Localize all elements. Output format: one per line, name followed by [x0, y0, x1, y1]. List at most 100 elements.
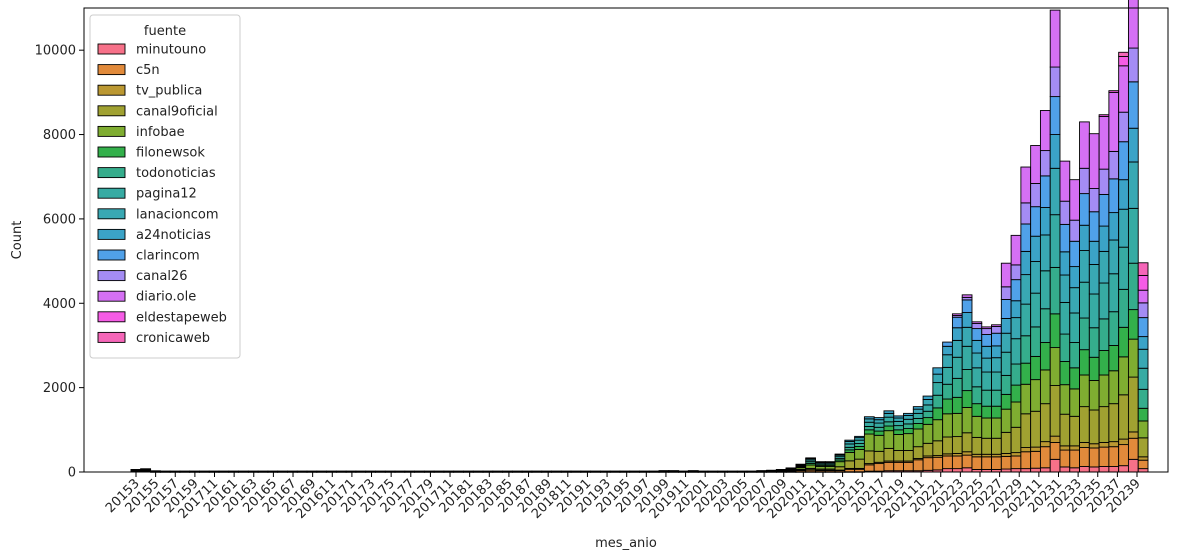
- bar-segment-a24noticias: [893, 415, 904, 419]
- bar-segment-canal9oficial: [883, 447, 895, 462]
- bar-segment-canal9oficial: [873, 450, 885, 463]
- bar-segment-minutouno: [1108, 466, 1120, 473]
- bar-segment-todonoticias: [1049, 266, 1061, 315]
- bar-segment-tv_publica: [1118, 438, 1129, 446]
- bar-segment-tv_publica: [1049, 435, 1061, 443]
- legend-swatch-infobae: [97, 125, 126, 137]
- bar-segment-tv_publica: [1030, 446, 1041, 452]
- bar-segment-tv_publica: [1127, 431, 1139, 439]
- bar-segment-todonoticias: [991, 389, 1002, 407]
- bar-segment-a24noticias: [1010, 300, 1022, 319]
- bar-segment-pagina12: [1039, 270, 1051, 310]
- x-axis: 2015320155201572015920171120161201632016…: [103, 472, 1144, 522]
- bar-segment-a24noticias: [981, 345, 992, 359]
- bar-segment-lanacioncom: [1127, 161, 1139, 209]
- bar-segment-clarincom: [1137, 317, 1149, 338]
- bar-segment-clarincom: [756, 470, 768, 472]
- bar-segment-lanacioncom: [912, 408, 924, 414]
- bar-segment-clarincom: [951, 316, 963, 329]
- bar-segment-pagina12: [863, 421, 875, 427]
- bar-segment-a24noticias: [815, 461, 826, 463]
- bar-segment-tv_publica: [1010, 452, 1022, 457]
- legend-label-lanacioncom: lanacioncom: [136, 207, 219, 222]
- legend-label-tv_publica: tv_publica: [136, 84, 202, 99]
- bar-segment-canal26: [1039, 150, 1051, 177]
- bar-segment-lanacioncom: [893, 417, 904, 422]
- bar-segment-diario.ole: [991, 324, 1002, 327]
- bar-segment-lanacioncom: [981, 357, 992, 373]
- bar-segment-c5n: [883, 461, 895, 472]
- y-tick-label: 2000: [43, 381, 76, 396]
- bar-segment-minutouno: [1039, 467, 1051, 473]
- bar-segment-minutouno: [1098, 466, 1110, 473]
- x-axis-label: mes_anio: [595, 536, 657, 551]
- bar-segment-a24noticias: [922, 395, 934, 400]
- bar-segment-filonewsok: [1079, 349, 1090, 376]
- bar-segment-infobae: [1049, 347, 1061, 386]
- bar-segment-lanacioncom: [1030, 261, 1041, 294]
- bar-segment-lanacioncom: [1118, 208, 1129, 248]
- legend-label-a24noticias: a24noticias: [136, 228, 211, 243]
- y-tick-label: 8000: [43, 128, 76, 143]
- bar-segment-infobae: [951, 412, 963, 438]
- bar-segment-filonewsok: [903, 428, 914, 435]
- bar-segment-c5n: [991, 456, 1002, 470]
- bar-segment-lanacioncom: [1010, 317, 1022, 340]
- bar-segment-c5n: [863, 464, 875, 472]
- bar-segment-pagina12: [991, 371, 1002, 391]
- bar-segment-diario.ole: [981, 326, 992, 330]
- bar-segment-todonoticias: [1079, 317, 1090, 351]
- bar-segment-a24noticias: [1020, 250, 1032, 276]
- bar-segment-infobae: [1079, 374, 1090, 408]
- bar-segment-canal9oficial: [1049, 385, 1061, 437]
- bar-segment-filonewsok: [1098, 350, 1110, 376]
- bar-segment-diario.ole: [1030, 145, 1041, 184]
- bar-segment-minutouno: [951, 468, 963, 473]
- bar-segment-a24noticias: [1088, 240, 1100, 265]
- bar-segment-c5n: [1088, 447, 1100, 468]
- bar-segment-pagina12: [1088, 293, 1100, 329]
- bar-segment-tv_publica: [1059, 445, 1071, 451]
- bar-segment-c5n: [1059, 449, 1071, 468]
- legend-swatch-a24noticias: [97, 228, 126, 240]
- bar-segment-canal9oficial: [981, 437, 992, 455]
- bar-segment-c5n: [1039, 446, 1051, 469]
- bar-segment-filonewsok: [1137, 407, 1149, 422]
- bar-segment-canal9oficial: [922, 442, 934, 457]
- bar-segment-diario.ole: [1039, 110, 1051, 152]
- bar-segment-lanacioncom: [1000, 332, 1012, 353]
- bar-segment-todonoticias: [912, 417, 924, 424]
- bar-segment-canal9oficial: [961, 432, 973, 453]
- bar-segment-eldestapeweb: [1098, 114, 1110, 117]
- bar-segment-minutouno: [961, 467, 973, 473]
- legend-label-todonoticias: todonoticias: [136, 166, 216, 181]
- bar-segment-clarincom: [1098, 193, 1110, 227]
- bar-segment-todonoticias: [922, 410, 934, 419]
- bar-segment-filonewsok: [1039, 342, 1051, 371]
- bar-segment-a24noticias: [1069, 266, 1081, 289]
- bar-segment-pagina12: [1118, 246, 1129, 290]
- bar-segment-c5n: [1118, 444, 1129, 467]
- bar-segment-infobae: [1020, 383, 1032, 415]
- bar-segment-a24noticias: [1030, 235, 1041, 262]
- bar-segment-todonoticias: [1039, 308, 1051, 343]
- legend-swatch-tv_publica: [97, 84, 126, 96]
- bar-segment-minutouno: [942, 468, 953, 473]
- bar-segment-todonoticias: [873, 426, 885, 432]
- bar-segment-clarincom: [971, 328, 983, 341]
- bar-segment-infobae: [1030, 379, 1041, 412]
- bar-segment-c5n: [1079, 447, 1090, 467]
- bar-segment-tv_publica: [1088, 443, 1100, 449]
- bar-segment-diario.ole: [1118, 65, 1129, 113]
- bar-segment-clarincom: [1088, 211, 1100, 242]
- bar-segment-canal26: [1118, 111, 1129, 143]
- bar-segment-infobae: [971, 415, 983, 438]
- bar-segment-pagina12: [1098, 282, 1110, 320]
- bar-segment-filonewsok: [1088, 356, 1100, 381]
- bar-segment-canal9oficial: [1098, 406, 1110, 443]
- legend-swatch-lanacioncom: [97, 208, 126, 220]
- bar-segment-canal26: [1127, 47, 1139, 83]
- bar-segment-infobae: [991, 417, 1002, 439]
- bar-segment-lanacioncom: [991, 357, 1002, 373]
- bar-segment-todonoticias: [1088, 327, 1100, 358]
